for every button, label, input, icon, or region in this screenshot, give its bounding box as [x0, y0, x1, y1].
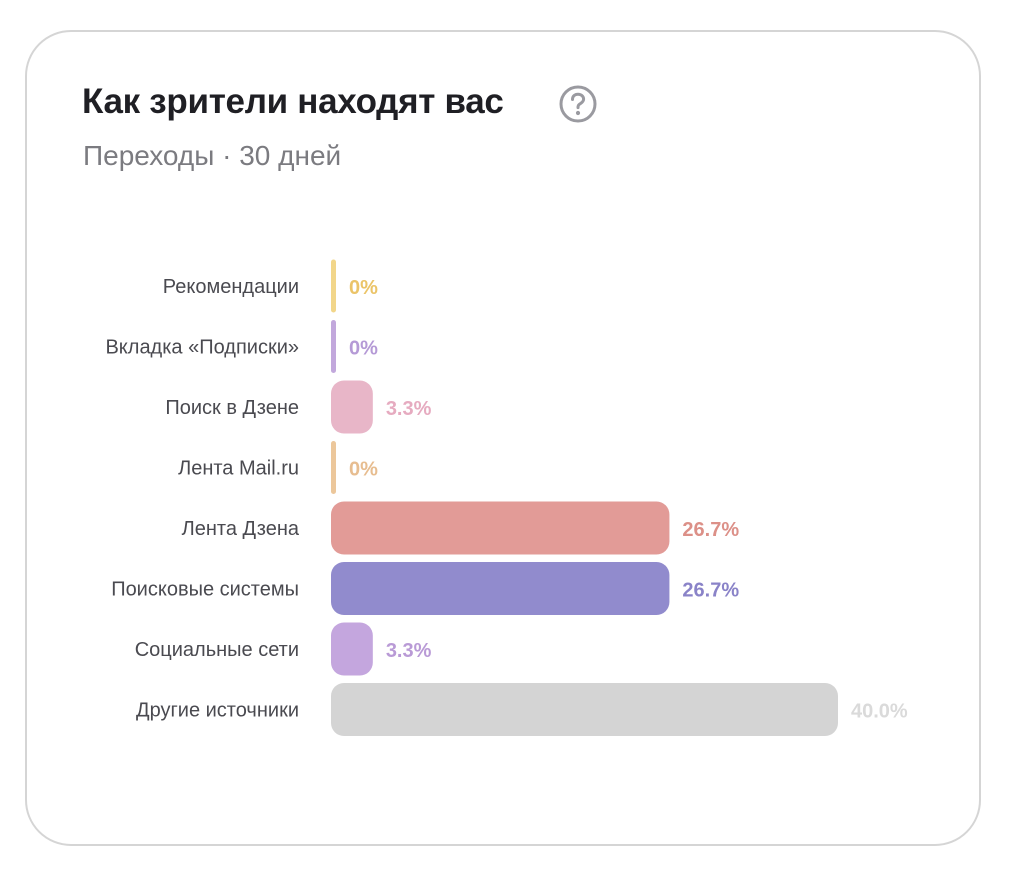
category-label: Вкладка «Подписки»	[105, 337, 299, 359]
bar-row: Рекомендации 0%	[163, 259, 378, 313]
bar	[331, 380, 373, 434]
value-label: 3.3%	[386, 398, 432, 420]
category-label: Лента Mail.ru	[178, 458, 299, 480]
category-label: Социальные сети	[135, 639, 299, 661]
bar-row: Вкладка «Подписки» 0%	[105, 320, 378, 373]
category-label: Поисковые системы	[111, 579, 299, 601]
question-circle-icon[interactable]	[558, 84, 598, 124]
widget-subtitle: Переходы · 30 дней	[83, 140, 342, 171]
category-label: Рекомендации	[163, 276, 299, 298]
bar	[331, 501, 670, 555]
bar-row: Лента Mail.ru 0%	[178, 441, 378, 494]
bar	[331, 259, 336, 313]
bar	[331, 441, 336, 494]
value-label: 26.7%	[682, 580, 739, 602]
bar	[331, 320, 336, 373]
value-label: 40.0%	[851, 701, 908, 723]
bar-row: Социальные сети 3.3%	[135, 622, 432, 676]
bar-row: Поиск в Дзене 3.3%	[165, 380, 432, 434]
category-label: Другие источники	[136, 700, 299, 722]
category-label: Лента Дзена	[182, 518, 300, 540]
value-label: 26.7%	[682, 519, 739, 541]
bar-row: Лента Дзена 26.7%	[182, 501, 739, 555]
value-label: 0%	[349, 459, 378, 481]
value-label: 0%	[349, 338, 378, 360]
bar	[331, 683, 838, 736]
value-label: 0%	[349, 277, 378, 299]
bar	[331, 562, 670, 615]
value-label: 3.3%	[386, 640, 432, 662]
category-label: Поиск в Дзене	[165, 397, 299, 419]
bar-row: Другие источники 40.0%	[136, 683, 908, 736]
bar-row: Поисковые системы 26.7%	[111, 562, 739, 615]
widget-title: Как зрители находят вас	[82, 82, 504, 121]
bar	[331, 622, 373, 676]
